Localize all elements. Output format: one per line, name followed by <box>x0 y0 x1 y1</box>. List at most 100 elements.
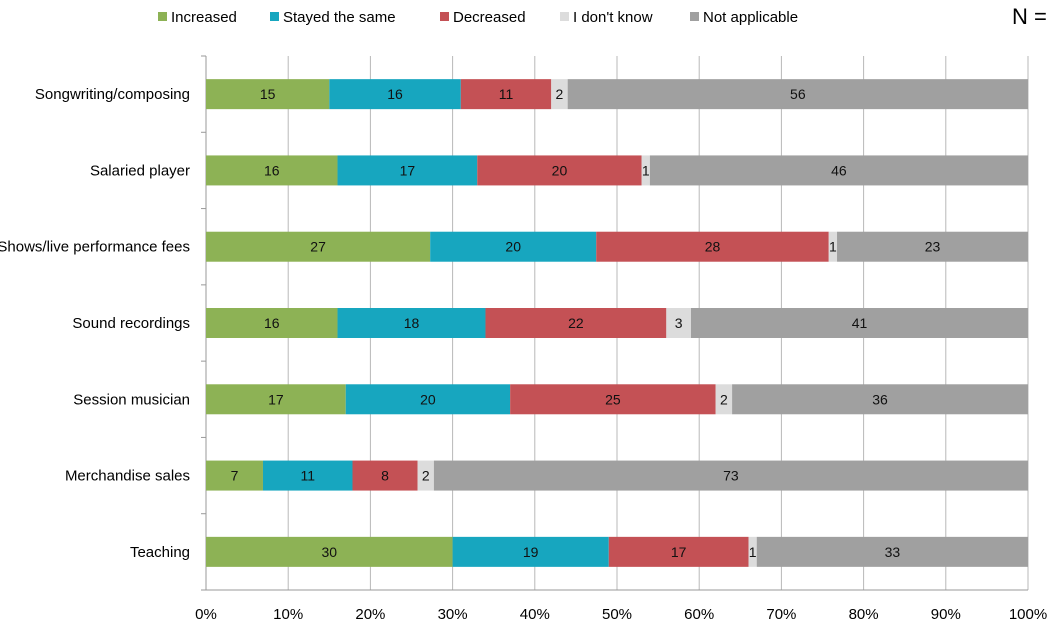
data-label: 1 <box>829 239 837 255</box>
data-label: 20 <box>552 162 568 178</box>
data-label: 46 <box>831 162 847 178</box>
bar-segment <box>206 231 431 262</box>
data-label: 20 <box>505 239 521 255</box>
data-label: 11 <box>499 86 514 102</box>
category-label: Merchandise sales <box>65 468 190 485</box>
x-tick-label: 20% <box>355 606 385 621</box>
data-label: 36 <box>872 391 888 407</box>
x-tick-label: 90% <box>931 606 961 621</box>
data-label: 22 <box>568 315 584 331</box>
bar-segment <box>206 79 330 110</box>
data-label: 15 <box>260 86 276 102</box>
data-label: 17 <box>268 391 284 407</box>
legend-swatch <box>270 12 279 21</box>
x-tick-label: 0% <box>195 606 217 621</box>
bar-segment <box>352 460 418 491</box>
bar-segment <box>732 384 1028 415</box>
legend-label: Stayed the same <box>283 9 396 26</box>
bar-segment <box>329 79 461 110</box>
bar-segment <box>666 308 691 338</box>
bar-segment <box>206 460 263 491</box>
data-label: 28 <box>705 239 721 255</box>
data-label: 2 <box>422 468 430 484</box>
data-label: 7 <box>231 468 239 484</box>
category-label: Salaried player <box>90 162 190 179</box>
bar-segment <box>262 460 353 491</box>
bar-segment <box>649 155 1028 186</box>
data-label: 16 <box>387 86 403 102</box>
legend-label: Decreased <box>453 9 526 26</box>
bar-segment <box>641 155 650 186</box>
data-label: 27 <box>310 239 326 255</box>
data-label: 20 <box>420 391 436 407</box>
bar-segment <box>345 384 511 415</box>
data-label: 17 <box>671 544 687 560</box>
data-label: 33 <box>885 544 901 560</box>
category-label: Session musician <box>73 391 190 408</box>
x-tick-label: 10% <box>273 606 303 621</box>
bar-segment <box>337 308 486 338</box>
data-label: 19 <box>523 544 539 560</box>
bar-segment <box>715 384 733 415</box>
data-label: 2 <box>720 391 728 407</box>
data-label: 17 <box>400 162 416 178</box>
x-tick-label: 30% <box>438 606 468 621</box>
x-tick-label: 50% <box>602 606 632 621</box>
bar-segment <box>430 231 597 262</box>
sample-size-label: N = <box>1012 4 1047 29</box>
bar-segment <box>837 231 1028 262</box>
bar-segment <box>756 536 1028 567</box>
data-label: 41 <box>852 315 868 331</box>
bar-segment <box>206 536 453 567</box>
data-label: 11 <box>300 468 315 484</box>
x-tick-label: 40% <box>520 606 550 621</box>
data-label: 18 <box>404 315 420 331</box>
category-label: Shows/live performance fees <box>0 239 190 256</box>
data-label: 23 <box>925 239 941 255</box>
bar-segment <box>206 384 346 415</box>
bar-segment <box>828 231 838 262</box>
bar-segment <box>596 231 829 262</box>
category-label: Sound recordings <box>72 315 190 332</box>
data-label: 30 <box>322 544 338 560</box>
bar-segment <box>206 155 338 186</box>
bar-segment <box>337 155 478 186</box>
data-label: 73 <box>723 468 739 484</box>
bar-segment <box>452 536 609 567</box>
data-label: 8 <box>381 468 389 484</box>
x-tick-label: 60% <box>684 606 714 621</box>
data-label: 1 <box>749 544 757 560</box>
legend-swatch <box>158 12 167 21</box>
legend-swatch <box>560 12 569 21</box>
data-label: 25 <box>605 391 621 407</box>
legend-label: Increased <box>171 9 237 26</box>
x-tick-label: 80% <box>849 606 879 621</box>
data-label: 56 <box>790 86 806 102</box>
legend-label: I don't know <box>573 9 653 26</box>
legend-label: Not applicable <box>703 9 798 26</box>
legend-swatch <box>690 12 699 21</box>
bar-segment <box>608 536 749 567</box>
bar-segment <box>551 79 568 110</box>
category-label: Songwriting/composing <box>35 86 190 103</box>
x-tick-label: 100% <box>1009 606 1047 621</box>
bar-segment <box>206 308 338 338</box>
bar-segment <box>690 308 1028 338</box>
legend-swatch <box>440 12 449 21</box>
bar-segment <box>460 79 552 110</box>
data-label: 16 <box>264 315 280 331</box>
bar-segment <box>477 155 642 186</box>
bar-segment <box>485 308 667 338</box>
data-label: 3 <box>675 315 683 331</box>
bar-segment <box>567 79 1028 110</box>
data-label: 2 <box>556 86 564 102</box>
category-label: Teaching <box>130 544 190 561</box>
bar-segment <box>417 460 434 491</box>
bar-segment <box>433 460 1028 491</box>
x-tick-label: 70% <box>766 606 796 621</box>
data-label: 16 <box>264 162 280 178</box>
bar-segment <box>510 384 716 415</box>
bar-segment <box>748 536 757 567</box>
data-label: 1 <box>642 162 650 178</box>
